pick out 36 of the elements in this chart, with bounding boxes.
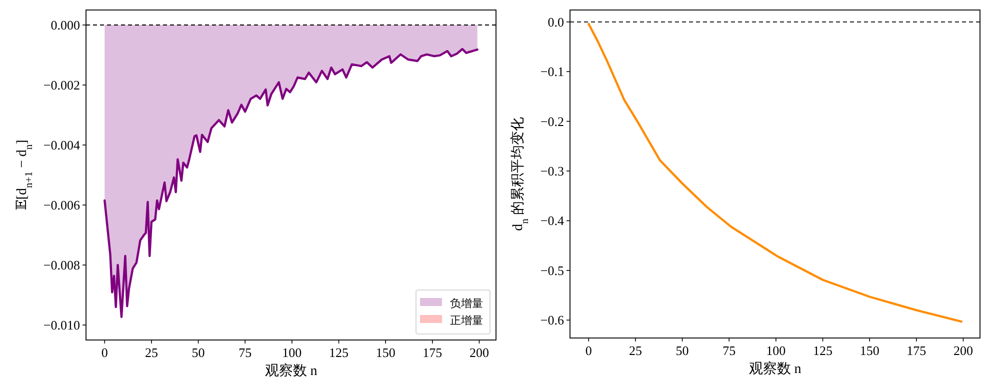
y-tick-label: −0.3 [540, 164, 564, 179]
x-tick-label: 0 [101, 345, 108, 360]
legend-label: 正增量 [450, 315, 483, 327]
x-tick-label: 150 [376, 345, 396, 360]
x-tick-label: 200 [469, 345, 489, 360]
y-tick-label: −0.002 [43, 78, 80, 92]
x-axis-title: 观察数 n [748, 361, 802, 377]
y-tick-label: −0.2 [540, 114, 564, 129]
x-tick-label: 200 [953, 343, 973, 358]
x-tick-label: 175 [422, 345, 442, 360]
x-tick-label: 50 [676, 343, 689, 358]
y-tick-label: −0.6 [540, 312, 564, 328]
y-tick-label: 0.0 [548, 14, 564, 30]
x-tick-label: 25 [144, 345, 158, 360]
x-tick-label: 0 [585, 343, 592, 358]
y-tick-label: −0.008 [43, 258, 80, 272]
x-tick-label: 125 [329, 345, 349, 360]
x-axis-title: 观察数 n [264, 363, 318, 379]
y-tick-label: −0.4 [540, 213, 564, 228]
x-tick-label: 25 [628, 343, 642, 358]
x-tick-label: 150 [860, 343, 880, 358]
x-tick-label: 175 [906, 343, 926, 358]
line-series [588, 22, 962, 323]
x-tick-label: 125 [813, 343, 833, 358]
y-tick-label: −0.006 [43, 198, 80, 212]
x-tick-label: 75 [722, 343, 736, 358]
y-tick-label: −0.004 [43, 138, 80, 152]
y-tick-label: 0.000 [50, 18, 80, 32]
y-tick-label: −0.5 [540, 262, 564, 278]
x-tick-label: 100 [282, 345, 302, 360]
x-tick-label: 100 [766, 343, 786, 358]
y-tick-label: −0.1 [540, 64, 564, 80]
y-tick-label: −0.010 [43, 318, 80, 332]
x-tick-label: 75 [238, 345, 252, 360]
x-tick-label: 50 [192, 345, 205, 360]
legend-label: 负增量 [450, 298, 483, 310]
